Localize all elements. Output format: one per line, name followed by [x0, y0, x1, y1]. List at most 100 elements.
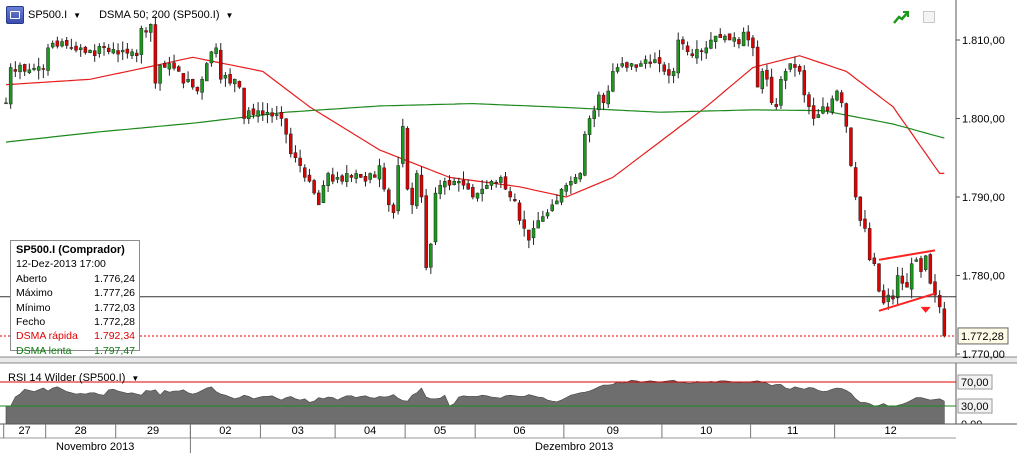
candle-body [657, 57, 662, 64]
candle-body [391, 204, 396, 213]
moving-averages [5, 55, 945, 198]
data-window: SP500.I (Comprador) 12-Dez-2013 17:00 Ab… [10, 240, 140, 357]
candle-body [905, 282, 909, 288]
rsi-label[interactable]: RSI 14 Wilder (SP500.I) [8, 372, 126, 384]
candle-body [545, 212, 550, 217]
symbol-label[interactable]: SP500.I [28, 9, 68, 21]
candle-body [760, 71, 765, 90]
data-row-low: Mínimo 1.772,03 [16, 301, 135, 314]
candle-body [858, 196, 863, 221]
trend-icon[interactable] [893, 10, 909, 24]
rsi-tick-box [957, 398, 993, 414]
candle-body [727, 33, 732, 41]
candle-body [186, 79, 190, 82]
candle-body [746, 31, 751, 41]
candle-body [92, 50, 97, 56]
candle-body [629, 63, 634, 67]
candle-body [503, 176, 508, 190]
candle-body [601, 94, 606, 104]
candle-body [88, 49, 92, 54]
rsi-tick-box [957, 374, 993, 390]
day-tick-label: 28 [75, 425, 87, 437]
candle-body [597, 94, 601, 111]
pane-splitter [0, 357, 1017, 363]
candle-body [275, 114, 279, 116]
candle-body [592, 110, 596, 119]
day-tick-label: 09 [607, 425, 619, 437]
chart-header: SP500.I ▼ DSMA 50; 200 (SP500.I) ▼ [6, 6, 247, 24]
maximize-icon[interactable] [923, 11, 935, 23]
candle-body [242, 87, 246, 119]
candle-body [811, 105, 816, 119]
symbol-dropdown-icon[interactable]: ▼ [73, 10, 82, 20]
candle-body [517, 202, 522, 221]
day-tick-label: 02 [219, 425, 231, 437]
channel-lower [878, 292, 936, 312]
day-tick-label: 03 [292, 425, 304, 437]
candle-body [643, 59, 648, 64]
candle-body [326, 173, 330, 186]
candle-body [923, 255, 928, 270]
candle-body [667, 69, 671, 76]
last-price-box [957, 327, 1009, 345]
candle-body [676, 39, 680, 74]
overlays [0, 249, 956, 337]
candle-body [863, 218, 867, 229]
candle-body [625, 62, 629, 68]
candle-body [228, 74, 232, 84]
candle-body [508, 191, 512, 198]
candle-body [139, 27, 144, 55]
candle-body [741, 31, 746, 47]
candle-body [555, 200, 559, 205]
candle-body [620, 63, 624, 67]
candle-body [662, 64, 666, 72]
candle-body [900, 275, 905, 284]
data-window-title: SP500.I (Comprador) [16, 244, 125, 256]
candle-body [928, 254, 933, 284]
candle-body [844, 103, 849, 127]
candle-body [106, 47, 111, 53]
candle-body [410, 187, 414, 206]
price-tick-label: 1.790,00 [962, 192, 1005, 204]
month-label: Dezembro 2013 [535, 441, 613, 453]
candle-body [289, 133, 293, 155]
candle-body [690, 53, 694, 56]
candle-body [415, 173, 419, 207]
candle-body [480, 188, 484, 195]
candle-body [4, 102, 8, 105]
candle-body [279, 112, 284, 119]
candle-body [578, 173, 582, 180]
candle-body [102, 46, 106, 49]
candle-body [424, 195, 428, 268]
candle-body [134, 52, 139, 56]
candle-body [32, 68, 36, 70]
candle-body [359, 173, 363, 178]
candle-body [237, 80, 242, 88]
candle-body [298, 157, 302, 166]
candles [4, 16, 947, 338]
candle-body [293, 152, 298, 158]
candle-body [466, 183, 470, 190]
day-tick-label: 29 [147, 425, 159, 437]
candle-body [634, 64, 638, 68]
candle-body [550, 204, 554, 211]
candle-body [839, 92, 844, 104]
candle-body [209, 51, 214, 64]
sell-signal-marker [920, 306, 931, 313]
candle-body [148, 24, 153, 33]
candle-body [457, 181, 461, 184]
indicator-label[interactable]: DSMA 50; 200 (SP500.I) [99, 9, 220, 21]
price-tick-label: 1.770,00 [962, 349, 1005, 361]
candle-body [46, 47, 50, 71]
rsi-dropdown-icon[interactable]: ▼ [131, 373, 140, 383]
candle-body [489, 181, 494, 186]
candle-body [723, 35, 727, 41]
candle-body [769, 76, 774, 104]
candle-body [303, 167, 307, 178]
candle-body [615, 67, 620, 72]
indicator-dropdown-icon[interactable]: ▼ [225, 10, 234, 20]
candle-body [933, 281, 937, 296]
candle-body [60, 41, 64, 47]
candle-body [125, 48, 130, 54]
